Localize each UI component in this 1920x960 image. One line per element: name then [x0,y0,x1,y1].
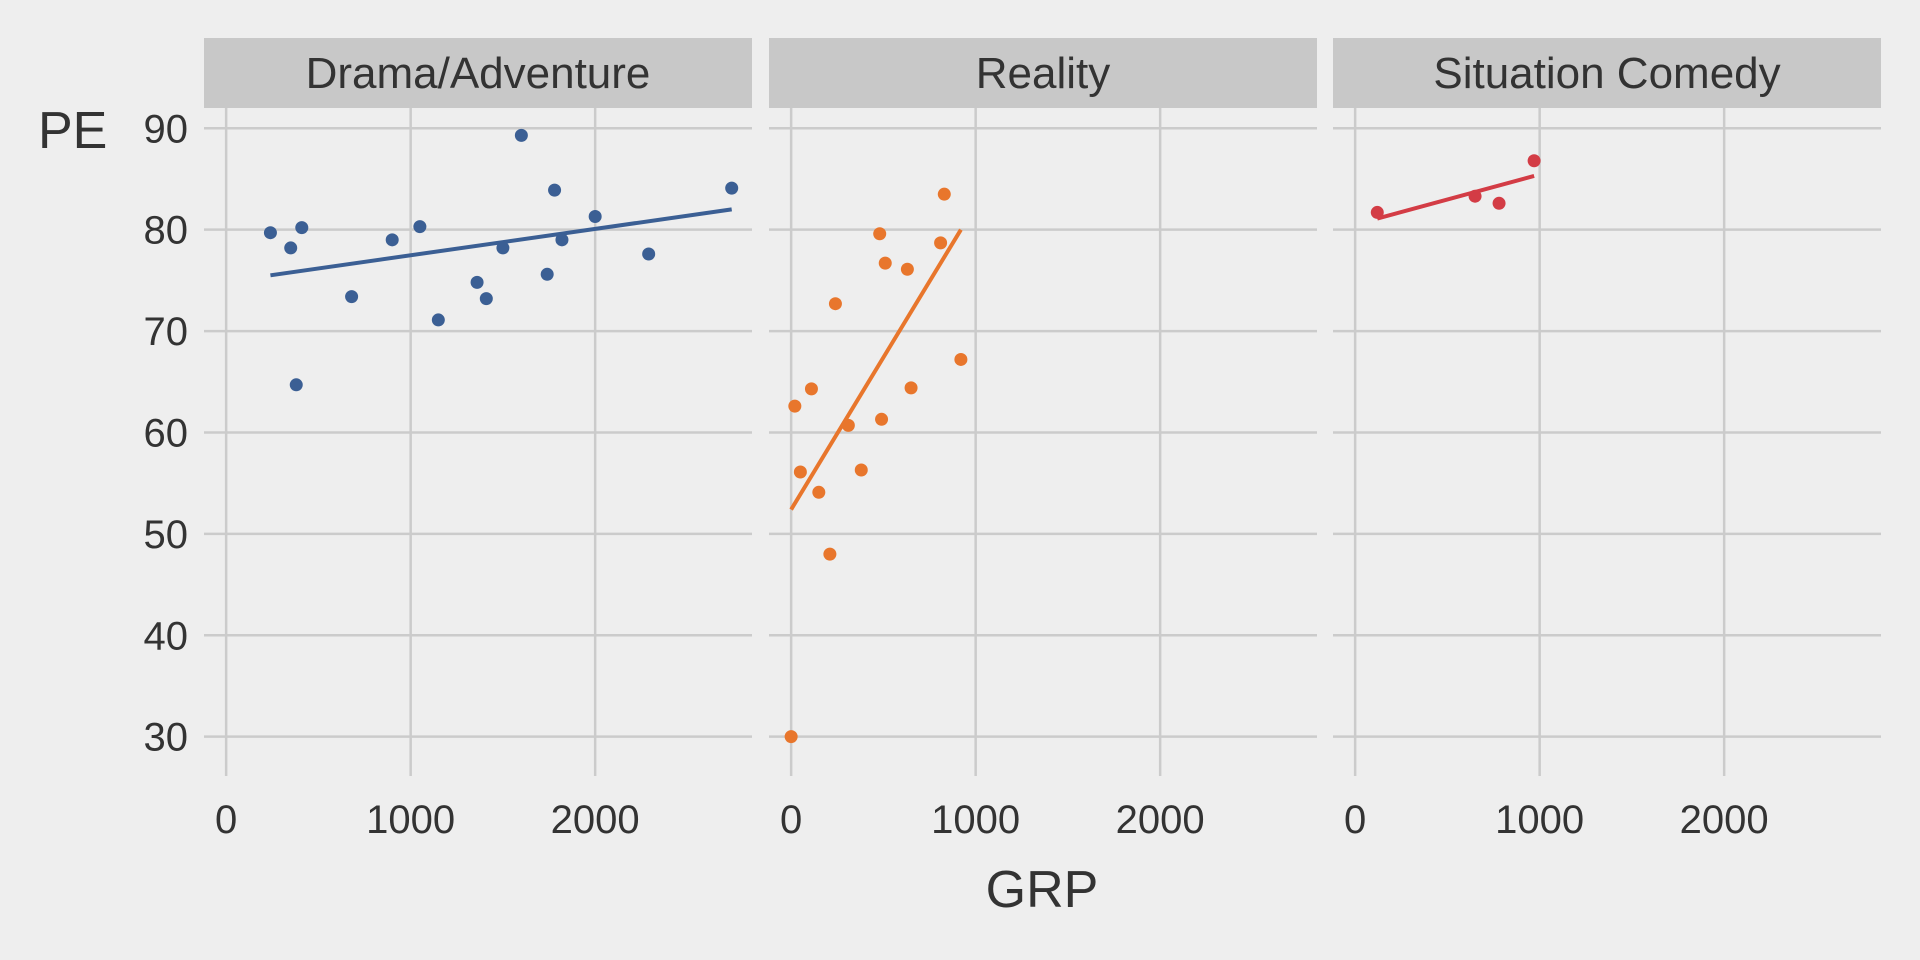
data-point [385,233,399,247]
y-tick-label: 30 [144,716,189,760]
data-point [823,547,837,561]
x-tick-label: 1000 [366,798,455,842]
facet-strip [204,38,752,108]
x-axis-title: GRP [986,861,1099,919]
data-point [828,297,842,311]
data-point [793,465,807,479]
data-point [937,187,951,201]
trend-line [789,228,963,511]
data-point [540,267,554,281]
data-point [954,352,968,366]
data-point [804,382,818,396]
x-tick-label: 2000 [1116,798,1205,842]
x-tick-label: 1000 [931,798,1020,842]
data-point [548,183,562,197]
trend-line [1376,174,1535,221]
x-tick-label: 0 [780,798,802,842]
data-point [295,221,309,235]
data-point [1527,154,1541,168]
facet-label: Situation Comedy [1433,49,1780,98]
y-tick-label: 50 [144,513,189,557]
data-point [1492,196,1506,210]
y-tick-label: 40 [144,614,189,658]
data-point [514,128,528,142]
facet-strip [1333,38,1881,108]
data-point [431,313,445,327]
y-tick-label: 80 [144,209,189,253]
data-point [284,241,298,255]
data-point [841,418,855,432]
data-point [878,256,892,270]
data-point [642,247,656,261]
y-axis-title: PE [38,102,107,160]
data-point [496,241,510,255]
y-tick-label: 70 [144,310,189,354]
data-point [812,485,826,499]
x-tick-label: 0 [215,798,237,842]
data-point [470,275,484,289]
x-tick-label: 2000 [551,798,640,842]
data-point [413,220,427,234]
data-point [873,227,887,241]
data-point [788,399,802,413]
y-tick-label: 90 [144,107,189,151]
data-point [854,463,868,477]
x-tick-label: 0 [1344,798,1366,842]
data-point [900,262,914,276]
data-point [263,226,277,240]
data-point [875,412,889,426]
facet-strip [769,38,1317,108]
facet-label: Reality [976,49,1111,98]
data-point [555,233,569,247]
data-point [588,209,602,223]
data-point [904,381,918,395]
y-tick-label: 60 [144,411,189,455]
x-tick-label: 1000 [1495,798,1584,842]
data-point [289,378,303,392]
data-point [345,290,359,304]
data-point [1370,205,1384,219]
x-tick-label: 2000 [1680,798,1769,842]
data-point [784,730,798,744]
data-point [479,292,493,306]
data-point [725,181,739,195]
data-point [1468,189,1482,203]
data-point [934,236,948,250]
facet-label: Drama/Adventure [306,49,651,98]
